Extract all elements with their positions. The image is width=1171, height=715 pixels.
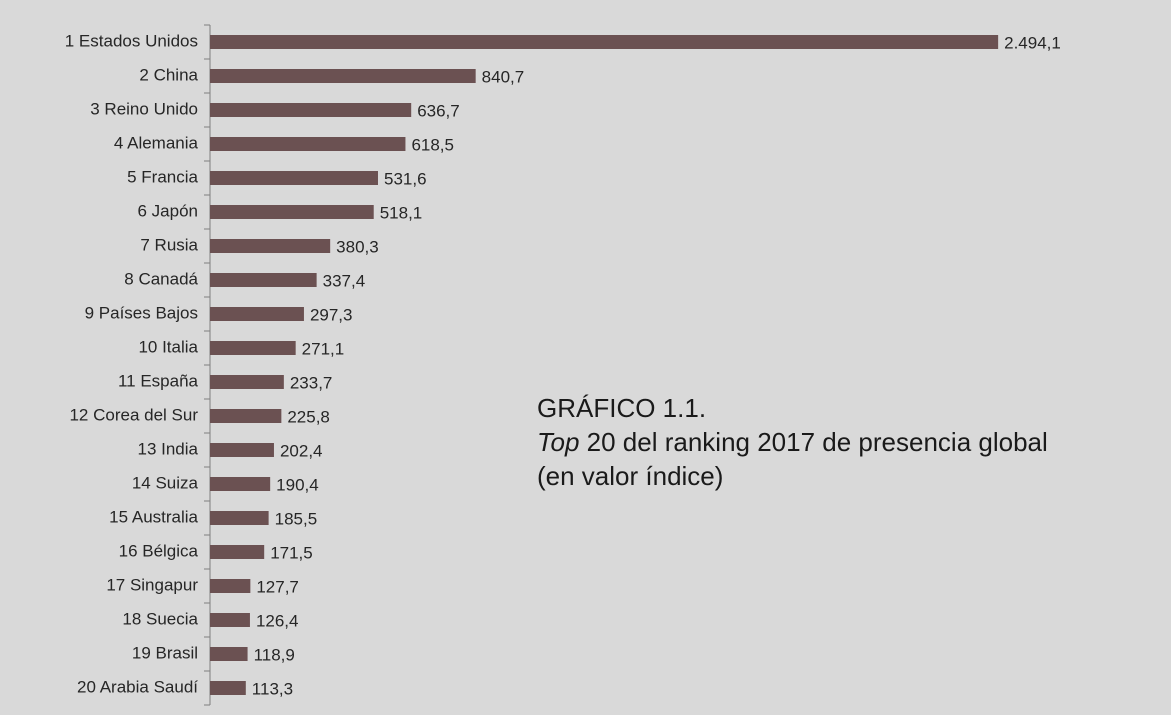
subtitle-italic: Top: [537, 427, 579, 457]
value-label: 113,3: [252, 679, 293, 698]
value-label: 118,9: [254, 645, 295, 664]
y-tick-label: 11 España: [118, 371, 199, 390]
chart-title: GRÁFICO 1.1.: [537, 393, 706, 423]
value-label: 297,3: [310, 305, 353, 324]
value-label: 636,7: [417, 101, 460, 120]
subtitle-rest: 20 del ranking 2017 de presencia global: [579, 427, 1047, 457]
y-tick-label: 9 Países Bajos: [85, 303, 198, 322]
value-label: 185,5: [275, 509, 318, 528]
y-tick-label: 14 Suiza: [132, 473, 199, 492]
y-tick-label: 7 Rusia: [140, 235, 198, 254]
value-label: 840,7: [482, 67, 525, 86]
y-tick-label: 4 Alemania: [114, 133, 199, 152]
value-label: 337,4: [323, 271, 366, 290]
bar: [210, 409, 282, 423]
bar: [210, 205, 374, 219]
y-tick-label: 20 Arabia Saudí: [77, 677, 198, 696]
bar: [210, 35, 999, 49]
bar: [210, 239, 331, 253]
bar: [210, 511, 269, 525]
value-label: 531,6: [384, 169, 427, 188]
bar: [210, 103, 412, 117]
chart-subtitle: Top 20 del ranking 2017 de presencia glo…: [537, 427, 1048, 457]
y-tick-label: 2 China: [139, 65, 198, 84]
y-tick-label: 16 Bélgica: [119, 541, 199, 560]
value-label: 618,5: [411, 135, 454, 154]
bar: [210, 647, 248, 661]
value-label: 126,4: [256, 611, 299, 630]
value-label: 233,7: [290, 373, 333, 392]
bar: [210, 613, 250, 627]
value-label: 518,1: [380, 203, 423, 222]
y-tick-label: 3 Reino Unido: [90, 99, 198, 118]
value-label: 202,4: [280, 441, 323, 460]
bar: [210, 443, 274, 457]
bar: [210, 69, 476, 83]
value-label: 171,5: [270, 543, 313, 562]
y-tick-label: 17 Singapur: [106, 575, 198, 594]
y-tick-label: 8 Canadá: [124, 269, 198, 288]
y-tick-label: 5 Francia: [127, 167, 198, 186]
chart-note: (en valor índice): [537, 461, 723, 491]
value-label: 190,4: [276, 475, 319, 494]
y-tick-label: 6 Japón: [138, 201, 199, 220]
bar: [210, 681, 246, 695]
value-label: 271,1: [302, 339, 345, 358]
bar: [210, 137, 406, 151]
value-label: 2.494,1: [1004, 33, 1061, 52]
bar: [210, 545, 265, 559]
y-tick-label: 1 Estados Unidos: [65, 31, 198, 50]
y-tick-label: 13 India: [138, 439, 199, 458]
y-tick-label: 18 Suecia: [122, 609, 198, 628]
y-tick-label: 12 Corea del Sur: [69, 405, 198, 424]
bar: [210, 477, 271, 491]
y-tick-label: 19 Brasil: [132, 643, 198, 662]
bar: [210, 273, 317, 287]
value-label: 127,7: [256, 577, 299, 596]
bar: [210, 579, 251, 593]
bar: [210, 375, 284, 389]
value-label: 380,3: [336, 237, 379, 256]
bar: [210, 307, 304, 321]
bar: [210, 341, 296, 355]
y-tick-label: 15 Australia: [109, 507, 198, 526]
bar: [210, 171, 378, 185]
y-tick-label: 10 Italia: [138, 337, 198, 356]
value-label: 225,8: [287, 407, 330, 426]
